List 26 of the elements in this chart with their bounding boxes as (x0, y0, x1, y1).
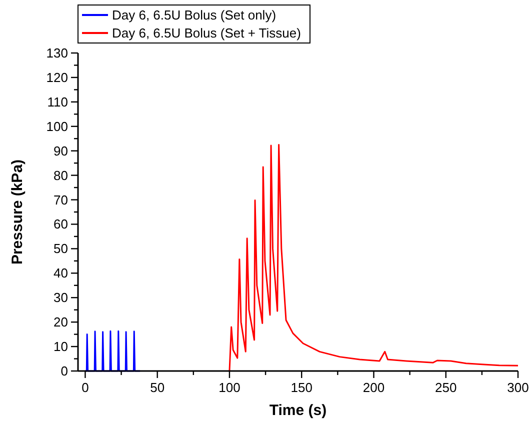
x-tick-label: 100 (218, 380, 240, 395)
x-tick-label: 50 (150, 380, 165, 395)
y-tick-label: 90 (54, 143, 68, 158)
y-tick-label: 50 (54, 241, 68, 256)
x-tick-label: 300 (507, 380, 529, 395)
y-tick-label: 70 (54, 192, 68, 208)
legend-label: Day 6, 6.5U Bolus (Set only) (112, 8, 276, 22)
y-tick-label: 100 (46, 118, 68, 134)
y-tick-label: 60 (54, 216, 68, 232)
y-tick-label: 40 (54, 266, 68, 281)
y-tick-label: 110 (47, 94, 68, 110)
x-axis-title: Time (s) (269, 402, 327, 419)
x-tick-label: 200 (362, 380, 385, 395)
x-tick-label: 0 (82, 380, 89, 395)
y-tick-label: 130 (46, 46, 68, 60)
y-tick-label: 30 (54, 290, 68, 306)
x-tick-label: 250 (435, 380, 457, 395)
y-axis-title: Pressure (kPa) (9, 159, 26, 265)
y-tick-label: 80 (54, 168, 68, 183)
y-tick-label: 0 (60, 364, 68, 378)
legend-label: Day 6, 6.5U Bolus (Set + Tissue) (112, 26, 301, 40)
x-tick-label: 150 (290, 380, 312, 395)
y-tick-label: 20 (54, 314, 68, 330)
y-tick-label: 10 (54, 339, 68, 354)
y-tick-label: 120 (46, 70, 68, 85)
line-series (228, 144, 519, 372)
